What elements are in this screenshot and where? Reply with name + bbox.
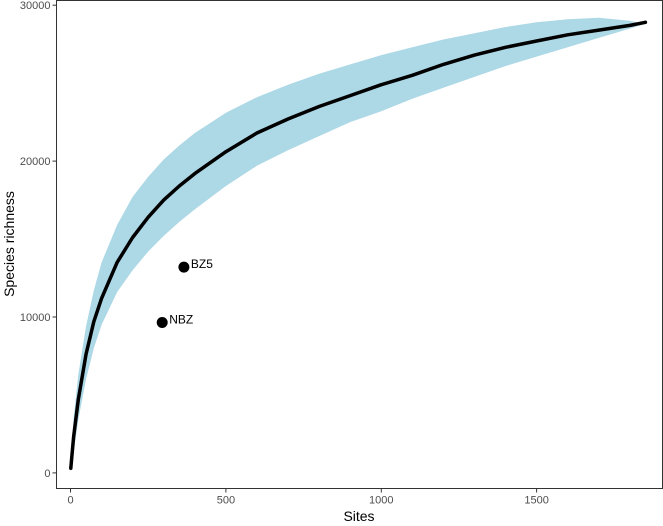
site-point: [178, 261, 190, 273]
y-tick-label: 20000: [20, 156, 51, 168]
y-axis-title: Species richness: [1, 191, 17, 297]
y-tick-label: 10000: [20, 312, 51, 324]
mean-curve-layer: [69, 20, 648, 470]
x-tick-label: 500: [217, 495, 235, 507]
y-axis: 0 10000 20000 30000: [20, 0, 57, 480]
confidence-ribbon: [70, 17, 646, 473]
x-tick-label: 0: [67, 495, 73, 507]
x-axis-title: Sites: [343, 508, 374, 524]
y-tick-label: 30000: [20, 0, 51, 12]
mean-richness-line: [69, 20, 648, 470]
site-points-layer: BZ5 NBZ: [156, 257, 213, 328]
site-point-label: NBZ: [169, 313, 193, 327]
x-axis: 0 500 1000 1500: [67, 488, 549, 507]
y-tick-label: 0: [44, 468, 50, 480]
x-tick-label: 1500: [524, 495, 548, 507]
site-point: [156, 317, 168, 328]
confidence-ribbon-layer: [70, 17, 646, 473]
x-tick-label: 1000: [369, 495, 393, 507]
site-point-label: BZ5: [191, 257, 213, 271]
